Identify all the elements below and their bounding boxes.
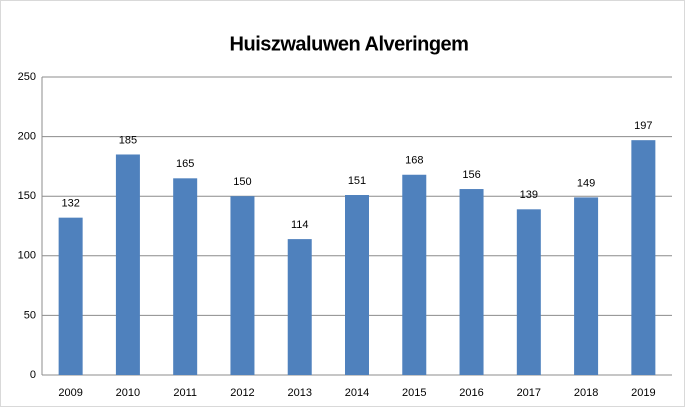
- bar: [574, 197, 599, 375]
- data-label: 139: [520, 189, 538, 201]
- x-tick-label: 2014: [345, 387, 369, 399]
- y-tick-label: 0: [30, 369, 36, 381]
- data-label: 165: [176, 158, 194, 170]
- x-tick-label: 2017: [517, 387, 541, 399]
- data-label: 132: [61, 198, 79, 210]
- data-label: 168: [405, 155, 423, 167]
- data-label: 114: [291, 219, 309, 231]
- bar: [58, 217, 83, 375]
- x-tick-label: 2015: [402, 387, 426, 399]
- data-label: 156: [462, 169, 480, 181]
- x-tick-label: 2019: [631, 387, 655, 399]
- bar: [230, 196, 255, 375]
- bar: [631, 140, 656, 375]
- bar: [459, 189, 484, 375]
- x-tick-label: 2013: [287, 387, 311, 399]
- data-label: 185: [119, 134, 137, 146]
- bar: [345, 195, 369, 375]
- y-tick-label: 250: [18, 71, 36, 83]
- y-tick-label: 100: [18, 250, 36, 262]
- bar: [516, 209, 541, 375]
- x-tick-label: 2018: [574, 387, 598, 399]
- bar: [115, 154, 140, 375]
- y-tick-label: 50: [24, 309, 36, 321]
- y-tick-label: 200: [18, 131, 36, 143]
- x-tick-label: 2012: [230, 387, 254, 399]
- data-label: 149: [577, 177, 595, 189]
- data-label: 150: [233, 176, 251, 188]
- bar: [287, 239, 312, 375]
- bar: [173, 178, 198, 375]
- chart-title: Huiszwaluwen Alveringem: [230, 33, 469, 55]
- bar: [402, 174, 427, 375]
- data-label: 151: [348, 175, 366, 187]
- x-tick-label: 2016: [459, 387, 483, 399]
- data-label: 197: [634, 120, 652, 132]
- x-tick-label: 2011: [173, 387, 197, 399]
- y-tick-label: 150: [18, 190, 36, 202]
- x-tick-label: 2010: [116, 387, 140, 399]
- x-tick-label: 2009: [58, 387, 82, 399]
